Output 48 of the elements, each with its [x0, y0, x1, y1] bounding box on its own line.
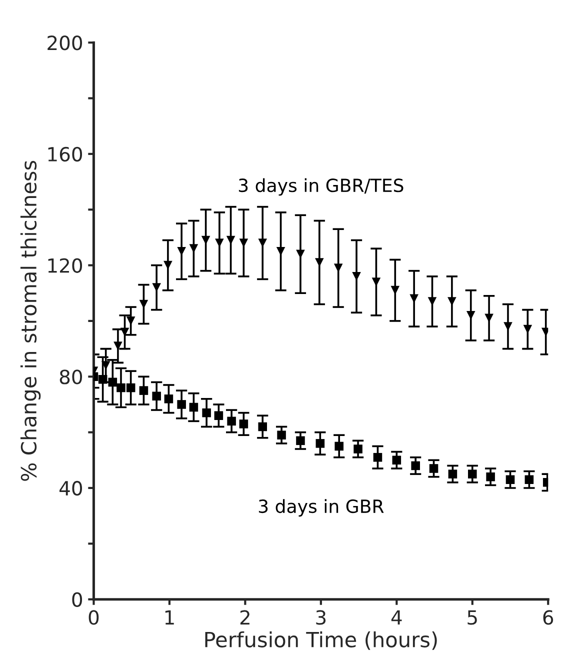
- y-tick-label: 120: [48, 258, 82, 273]
- point: [189, 402, 198, 412]
- x-tick-label: 6: [543, 610, 554, 625]
- point: [258, 422, 267, 432]
- point: [468, 470, 477, 478]
- x-tick-label: 1: [165, 610, 174, 625]
- point: [152, 283, 161, 292]
- point: [116, 383, 126, 392]
- point: [411, 461, 420, 470]
- x-tick-label: 5: [468, 610, 477, 625]
- x-axis-title: Perfusion Time (hours): [205, 631, 437, 650]
- text: 3 days in GBR/TES: [238, 178, 404, 196]
- y-tick-label: 80: [60, 370, 82, 384]
- point: [354, 444, 362, 454]
- point: [108, 378, 118, 387]
- y-tick-label: 200: [48, 36, 82, 50]
- point: [486, 472, 495, 482]
- x-tick-label: 4: [391, 610, 402, 625]
- series-label: 3 days in GBR: [258, 499, 384, 517]
- point: [504, 322, 512, 331]
- point: [177, 400, 186, 409]
- point: [114, 342, 122, 350]
- point: [448, 470, 458, 478]
- x-tick-label: 3: [316, 610, 326, 625]
- x-tick-label: 2: [240, 610, 250, 625]
- point: [139, 386, 148, 395]
- y-tick-label: 160: [48, 146, 82, 162]
- point: [296, 436, 305, 446]
- point: [392, 456, 402, 465]
- point: [227, 416, 236, 426]
- point: [334, 442, 344, 451]
- y-tick-label: 40: [60, 480, 82, 496]
- point: [373, 452, 382, 462]
- point: [239, 420, 248, 428]
- point: [98, 375, 108, 384]
- point: [126, 383, 136, 392]
- point: [524, 475, 534, 484]
- y-tick-label: 0: [72, 592, 82, 607]
- point: [506, 475, 515, 484]
- y-axis-title: % Change in stromal thickness: [20, 160, 41, 481]
- point: [164, 394, 174, 404]
- point: [202, 408, 211, 418]
- point: [316, 439, 325, 448]
- point: [277, 430, 286, 440]
- x-tick-label: 0: [88, 610, 99, 625]
- point: [214, 411, 224, 420]
- point: [429, 464, 438, 473]
- point: [152, 392, 161, 401]
